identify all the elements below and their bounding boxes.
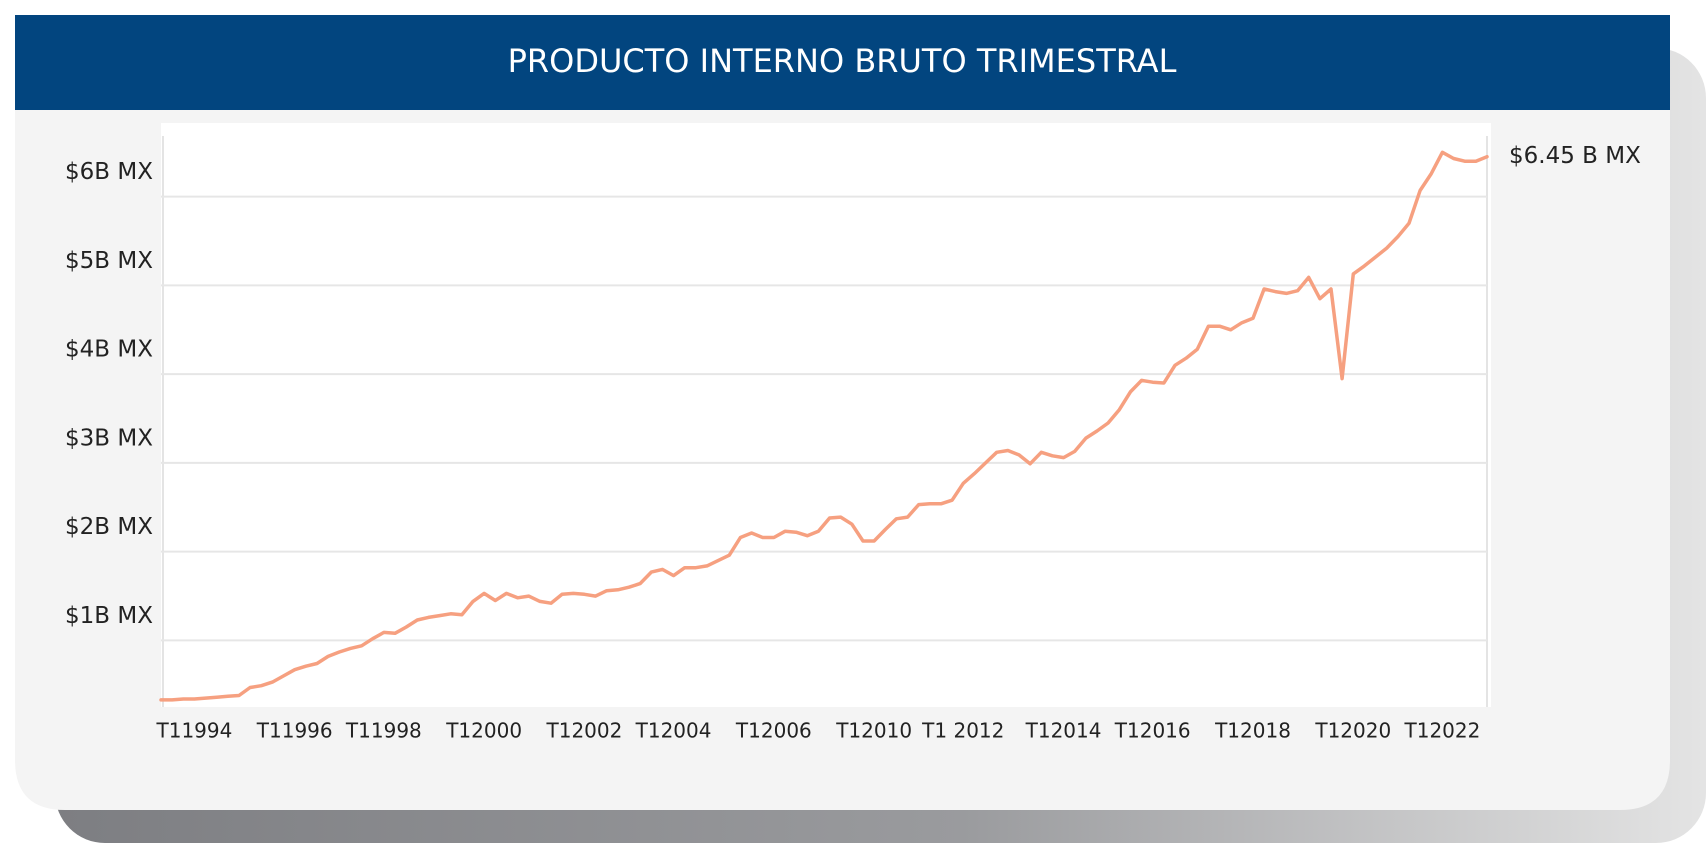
value-label: $6.45 B MX	[1509, 143, 1641, 169]
x-tick-label: T12014	[1025, 719, 1102, 743]
data-line	[159, 150, 1489, 702]
x-tick-label: T11996	[256, 719, 333, 743]
header-bar	[15, 15, 1670, 110]
x-tick-label: T12016	[1114, 719, 1191, 743]
x-tick-label: T12006	[735, 719, 812, 743]
y-tick-label: $2B MX	[65, 514, 153, 540]
x-tick-label: T12010	[835, 719, 912, 743]
x-tick-label: T12002	[546, 719, 623, 743]
x-tick-label: T11998	[345, 719, 422, 743]
x-tick-label: T12022	[1404, 719, 1481, 743]
chart-title: PRODUCTO INTERNO BRUTO TRIMESTRAL	[508, 42, 1177, 80]
x-tick-label: T11994	[156, 719, 233, 743]
y-tick-label: $1B MX	[65, 603, 153, 629]
x-tick-label: T12004	[635, 719, 712, 743]
x-tick-label: T12000	[445, 719, 522, 743]
x-tick-label: T12020	[1314, 719, 1391, 743]
x-tick-label: T12018	[1214, 719, 1291, 743]
y-tick-label: $6B MX	[65, 159, 153, 185]
y-tick-label: $4B MX	[65, 337, 153, 363]
y-tick-label: $5B MX	[65, 248, 153, 274]
y-tick-label: $3B MX	[65, 425, 153, 451]
plot-area	[161, 123, 1491, 707]
x-tick-label: T1 2012	[921, 719, 1004, 743]
